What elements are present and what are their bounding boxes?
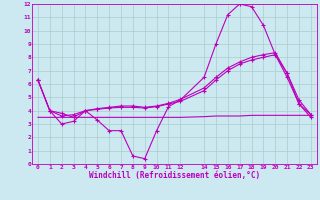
- X-axis label: Windchill (Refroidissement éolien,°C): Windchill (Refroidissement éolien,°C): [89, 171, 260, 180]
